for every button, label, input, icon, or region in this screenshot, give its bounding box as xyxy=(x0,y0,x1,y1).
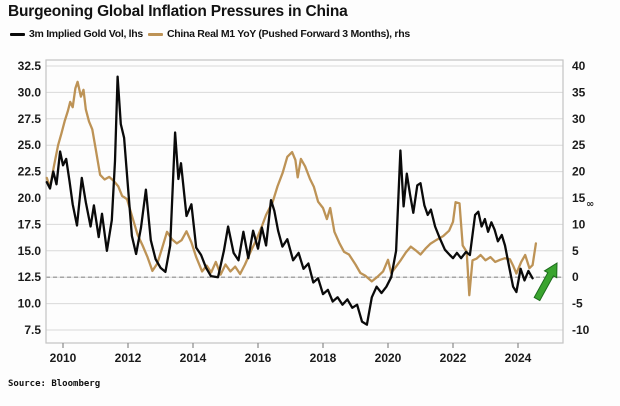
svg-text:2012: 2012 xyxy=(115,351,142,365)
legend-item-china-m1: China Real M1 YoY (Pushed Forward 3 Mont… xyxy=(147,28,410,40)
svg-text:30: 30 xyxy=(572,112,586,126)
svg-text:7.5: 7.5 xyxy=(24,323,41,337)
svg-text:∞: ∞ xyxy=(586,199,594,210)
source-label: Source: Bloomberg xyxy=(8,379,101,389)
svg-text:10: 10 xyxy=(572,217,586,231)
svg-text:2016: 2016 xyxy=(245,351,272,365)
svg-text:2020: 2020 xyxy=(375,351,402,365)
legend-label-china-m1: China Real M1 YoY (Pushed Forward 3 Mont… xyxy=(166,28,410,40)
svg-text:5: 5 xyxy=(572,244,579,258)
svg-text:15.0: 15.0 xyxy=(18,244,42,258)
svg-text:2014: 2014 xyxy=(180,351,207,365)
svg-text:0: 0 xyxy=(572,270,579,284)
legend-item-gold-vol: 3m Implied Gold Vol, lhs xyxy=(10,28,143,40)
svg-text:27.5: 27.5 xyxy=(18,112,42,126)
svg-text:12.5: 12.5 xyxy=(18,270,42,284)
svg-text:25.0: 25.0 xyxy=(18,138,42,152)
svg-text:2022: 2022 xyxy=(440,351,467,365)
svg-text:-10: -10 xyxy=(572,323,590,337)
svg-text:15: 15 xyxy=(572,191,586,205)
svg-text:40: 40 xyxy=(572,59,586,73)
svg-text:-5: -5 xyxy=(572,297,583,311)
chart-legend: 3m Implied Gold Vol, lhs China Real M1 Y… xyxy=(10,28,410,40)
green-up-arrow-icon xyxy=(533,262,558,302)
svg-text:30.0: 30.0 xyxy=(18,85,42,99)
chart-title: Burgeoning Global Inflation Pressures in… xyxy=(8,3,348,20)
svg-text:20.0: 20.0 xyxy=(18,191,42,205)
svg-text:10.0: 10.0 xyxy=(18,297,42,311)
svg-text:22.5: 22.5 xyxy=(18,165,42,179)
svg-text:17.5: 17.5 xyxy=(18,217,42,231)
legend-swatch-gold-vol xyxy=(10,32,25,36)
svg-text:25: 25 xyxy=(572,138,586,152)
svg-text:2018: 2018 xyxy=(310,351,337,365)
legend-label-gold-vol: 3m Implied Gold Vol, lhs xyxy=(29,28,143,40)
svg-text:35: 35 xyxy=(572,85,586,99)
svg-text:2010: 2010 xyxy=(50,351,77,365)
legend-swatch-china-m1 xyxy=(147,32,163,36)
svg-text:32.5: 32.5 xyxy=(18,59,42,73)
svg-text:2024: 2024 xyxy=(505,351,532,365)
svg-text:20: 20 xyxy=(572,165,586,179)
